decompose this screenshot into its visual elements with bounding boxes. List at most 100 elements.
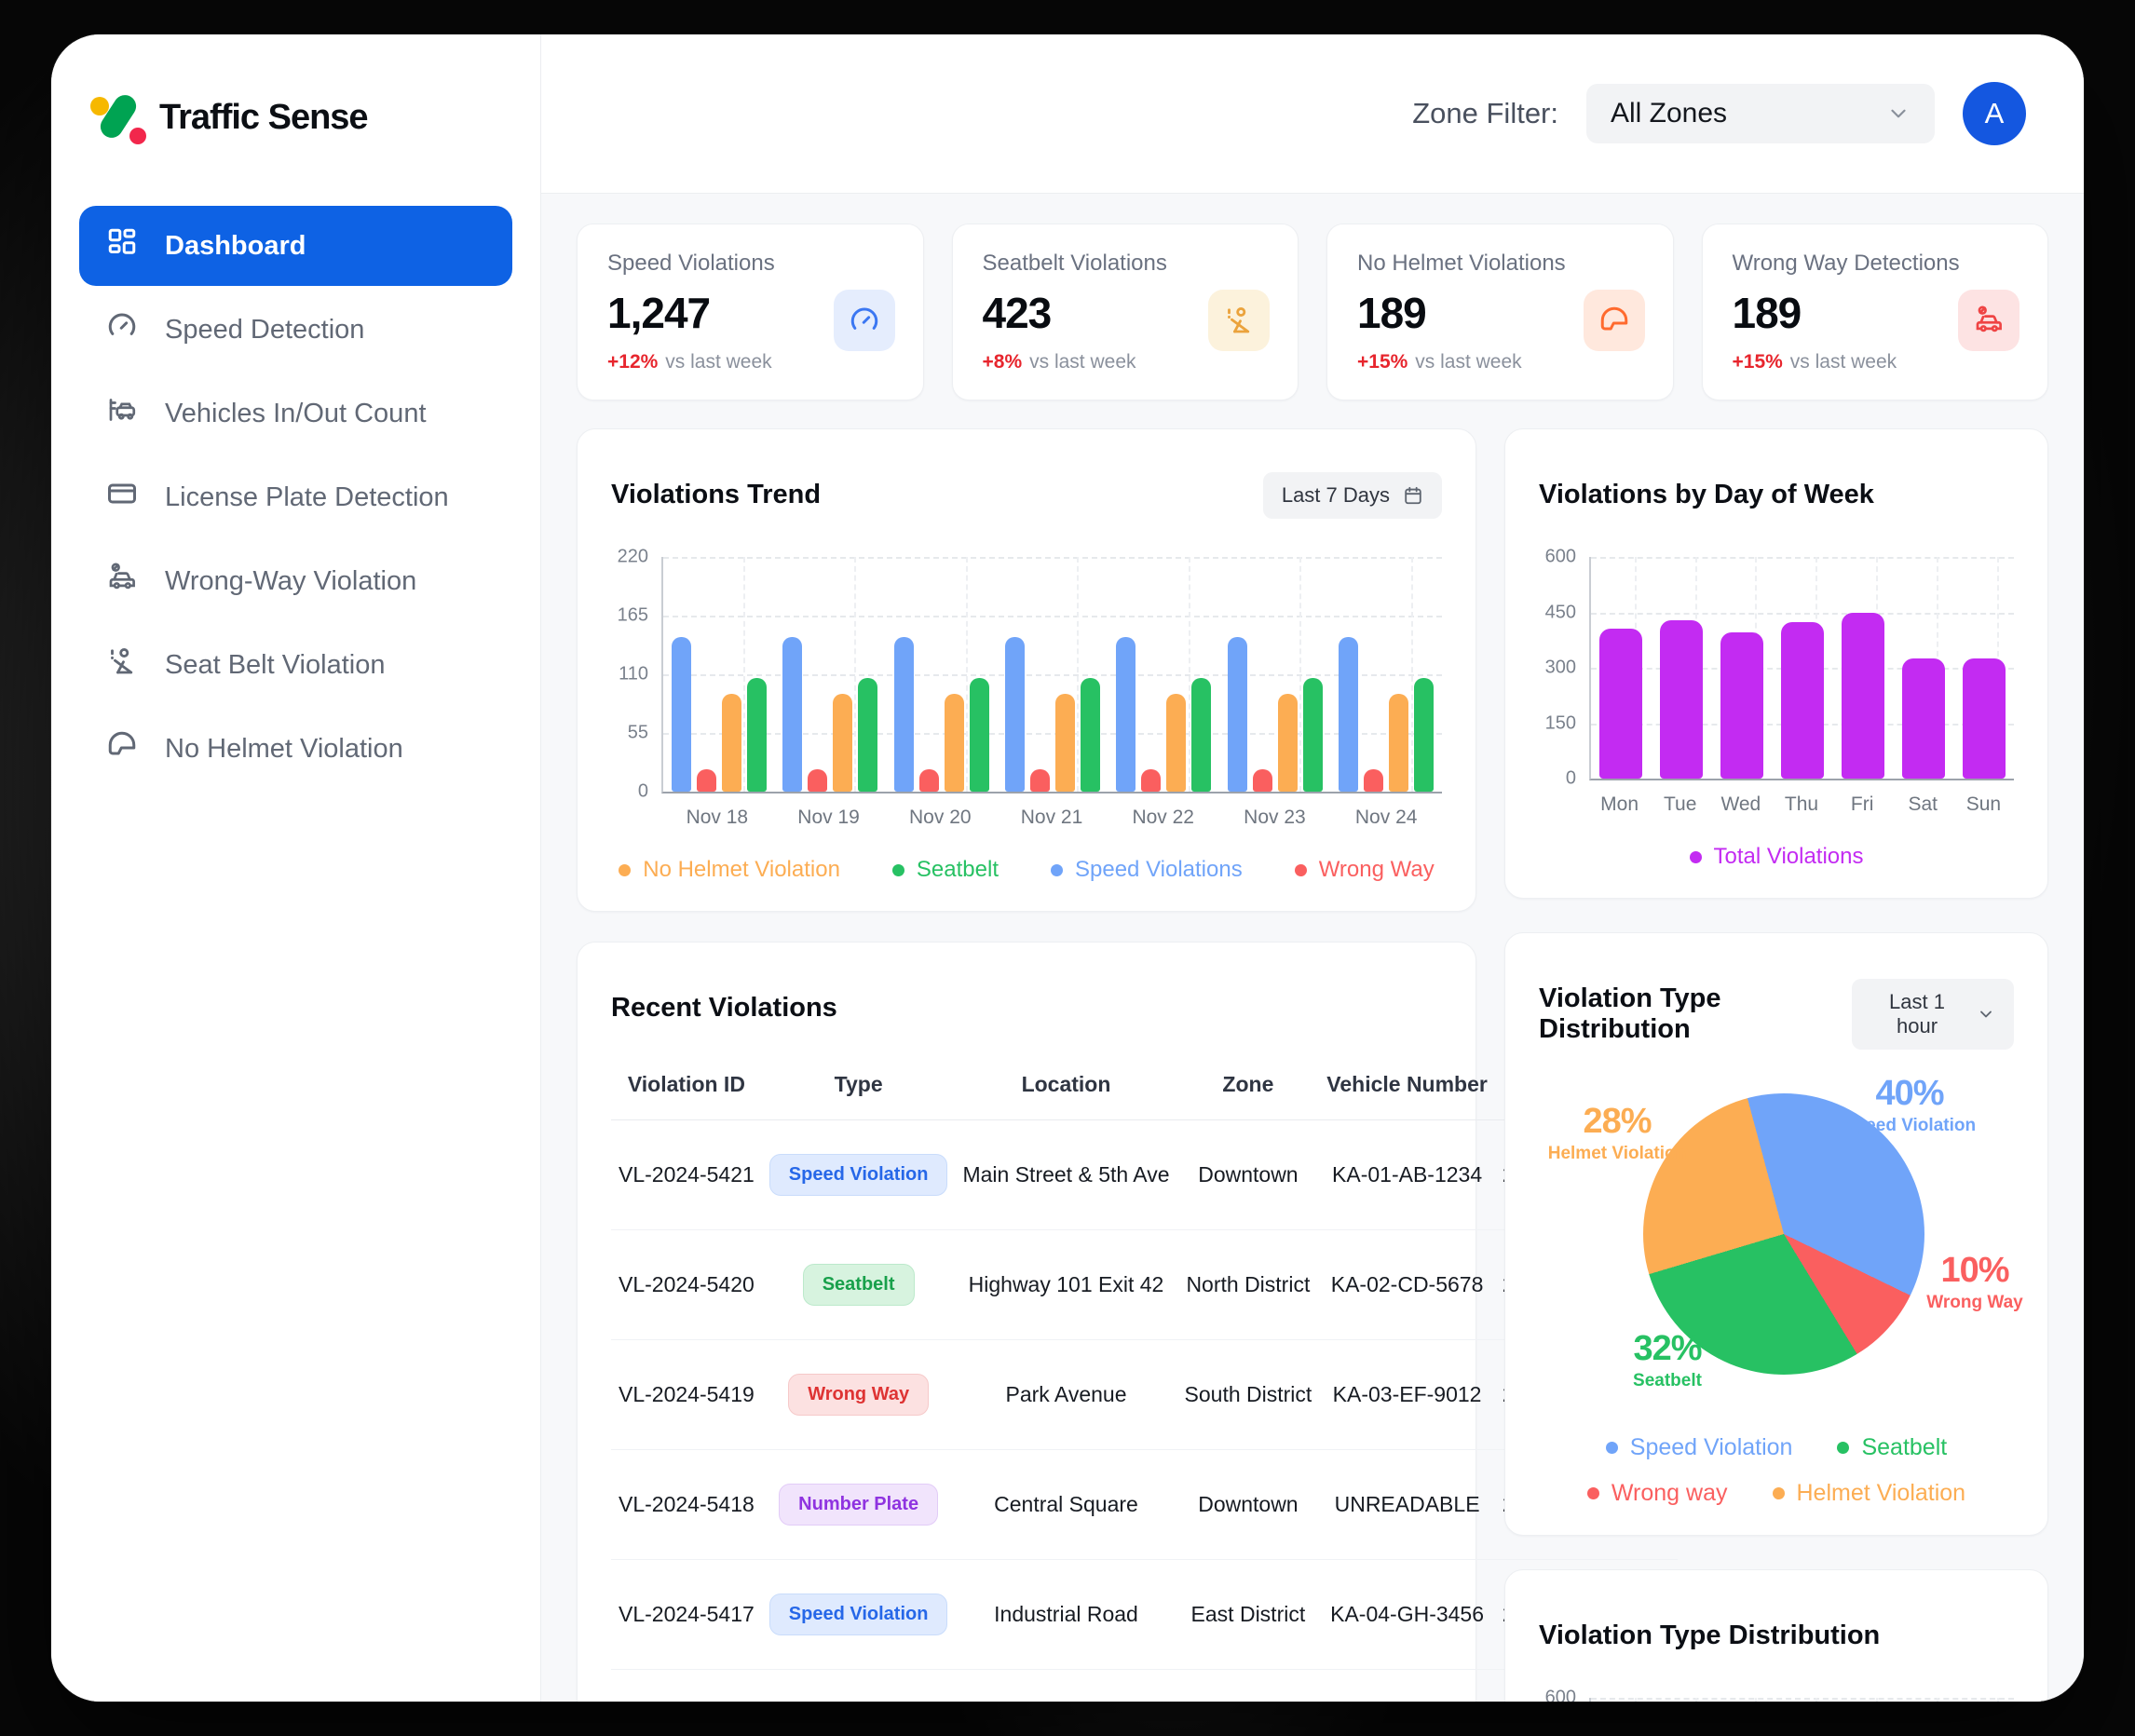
sidebar: Traffic Sense Dashboard Speed Detection Ve… — [51, 34, 541, 1702]
legend-item-speed-violations[interactable]: Speed Violations — [1051, 857, 1243, 883]
stat-label: Wrong Way Detections — [1732, 251, 1960, 276]
stat-delta: +12% vs last week — [607, 351, 772, 373]
y-axis-label: 600 — [1544, 1687, 1576, 1702]
speedometer-icon — [105, 309, 139, 350]
pie-range-select[interactable]: Last 1 hour — [1852, 979, 2014, 1051]
violation-id-cell: VL-2024-5416 — [611, 1669, 762, 1702]
bar-group — [1773, 1698, 1833, 1702]
table-body: VL-2024-5421 Speed Violation Main Street &… — [611, 1119, 1678, 1702]
sidebar-item-speed-detection[interactable]: Speed Detection — [79, 290, 512, 370]
zone-cell: North District — [1176, 1229, 1320, 1341]
bar-speed-violations — [893, 637, 914, 793]
bar-group — [1893, 1698, 1953, 1702]
sidebar-item-license-plate[interactable]: License Plate Detection — [79, 457, 512, 537]
legend-label: Speed Violations — [1075, 857, 1243, 883]
avatar[interactable]: A — [1963, 82, 2026, 145]
bar-speed-violations — [1339, 637, 1359, 793]
legend-dot — [1772, 1487, 1785, 1500]
x-axis-label: Tue — [1664, 793, 1697, 816]
legend-item-no-helmet-violation[interactable]: No Helmet Violation — [619, 857, 840, 883]
bar-group — [1652, 557, 1712, 780]
bar-wrong-way — [1141, 769, 1162, 793]
bar-wrong-way — [918, 769, 939, 793]
type-cell: Speed Violation — [761, 1559, 956, 1671]
sidebar-item-wrong-way[interactable]: Wrong-Way Violation — [79, 541, 512, 621]
grid-line-vertical — [1634, 1698, 1637, 1702]
legend-item-wrong-way[interactable]: Wrong way — [1586, 1480, 1728, 1507]
sidebar-item-label: No Helmet Violation — [165, 733, 403, 764]
bar-speed-violations — [1004, 637, 1025, 793]
x-axis-label: Mon — [1600, 793, 1639, 816]
y-axis-label: 55 — [627, 722, 648, 743]
bar-groups — [1591, 557, 2014, 780]
pie-slice-label-seatbelt: 32% Seatbelt — [1574, 1329, 1761, 1391]
sidebar-item-seat-belt[interactable]: Seat Belt Violation — [79, 625, 512, 705]
app-title: Traffic Sense — [159, 97, 369, 137]
zone-cell: Downtown — [1176, 1119, 1320, 1231]
sidebar-item-no-helmet[interactable]: No Helmet Violation — [79, 709, 512, 789]
bar-group — [1331, 557, 1442, 793]
stat-card-wrong-way-detections: Wrong Way Detections 189 +15% vs last week — [1701, 224, 2048, 400]
pie-slice-pct: 10% — [1940, 1251, 2009, 1291]
plot — [1589, 1698, 2014, 1702]
grid-line-vertical — [1410, 557, 1413, 793]
calendar-icon — [1405, 486, 1421, 504]
bar-total-violations — [1660, 619, 1704, 780]
y-axis-label: 110 — [619, 663, 648, 685]
type-distribution-pie-chart: 40% Speed Violation 10% Wrong Way 32% Seatbel… — [1539, 1074, 2023, 1507]
bar-no-helmet-violation — [833, 693, 853, 793]
stat-card-speed-violations: Speed Violations 1,247 +12% vs last week — [577, 224, 924, 400]
bar-no-helmet-violation — [721, 693, 741, 793]
grid-line-vertical — [1077, 557, 1080, 793]
type-distribution-vehicle-title: Violation Type Distribution — [1539, 1621, 1881, 1651]
bar-seatbelt — [1191, 677, 1212, 793]
type-cell: Number Plate — [761, 1449, 956, 1561]
bar-seatbelt — [746, 677, 767, 793]
bar-group — [1652, 1698, 1712, 1702]
zone-filter-select[interactable]: All Zones — [1586, 84, 1935, 143]
trend-range-button[interactable]: Last 7 Days — [1262, 471, 1442, 519]
pie-slice-pct: 32% — [1633, 1329, 1702, 1369]
y-axis-label: 0 — [637, 780, 648, 802]
bar-total-violations — [1720, 632, 1764, 780]
legend-item-speed-violation[interactable]: Speed Violation — [1605, 1434, 1793, 1461]
x-axis-label: Nov 19 — [797, 807, 860, 829]
app-logo: Traffic Sense — [79, 88, 512, 146]
bar-group — [886, 557, 997, 793]
type-cell: Speed Violation — [761, 1119, 956, 1231]
bar-speed-violations — [1227, 637, 1247, 793]
grid-line-vertical — [1755, 1698, 1758, 1702]
legend-item-wrong-way[interactable]: Wrong Way — [1294, 857, 1435, 883]
legend-item-total-violations[interactable]: Total Violations — [1689, 844, 1864, 870]
chart-plot-area: 220 165 110 55 0 — [611, 547, 1442, 802]
legend-label: Speed Violation — [1629, 1434, 1793, 1461]
grid-line-vertical — [1936, 1698, 1938, 1702]
legend-dot — [1586, 1487, 1599, 1500]
legend-item-seatbelt[interactable]: Seatbelt — [1837, 1434, 1947, 1461]
grid-line — [1591, 612, 2014, 615]
location-cell: Central Square — [955, 1449, 1177, 1561]
legend-label: Wrong way — [1611, 1480, 1728, 1507]
sidebar-item-dashboard[interactable]: Dashboard — [79, 206, 512, 286]
legend-item-seatbelt[interactable]: Seatbelt — [891, 857, 999, 883]
bar-wrong-way — [1364, 769, 1384, 793]
violations-trend-title: Violations Trend — [611, 480, 822, 510]
stat-delta: +15% vs last week — [1732, 351, 1897, 373]
x-axis-label: Wed — [1720, 793, 1761, 816]
bar-group — [1953, 557, 2014, 780]
type-distribution-pie-card: Violation Type Distribution Last 1 hour … — [1504, 932, 2048, 1537]
pie-slice-pct: 40% — [1875, 1074, 1944, 1114]
zone-cell: Downtown — [1176, 1449, 1320, 1561]
stat-value: 1,247 — [607, 289, 711, 337]
sidebar-item-vehicles-in-out[interactable]: Vehicles In/Out Count — [79, 373, 512, 454]
zone-filter-label: Zone Filter: — [1412, 97, 1558, 129]
pie-range-label: Last 1 hour — [1889, 990, 1945, 1038]
x-axis-label: Nov 18 — [686, 807, 749, 829]
x-axis-label: Thu — [1784, 793, 1819, 816]
bar-total-violations — [1841, 612, 1884, 780]
main-area: Zone Filter: All Zones A Speed Violation… — [541, 34, 2084, 1702]
legend-item-helmet-violation[interactable]: Helmet Violation — [1772, 1480, 1965, 1507]
sidebar-item-label: Seat Belt Violation — [165, 649, 386, 680]
location-cell: Park Avenue — [955, 1339, 1177, 1451]
